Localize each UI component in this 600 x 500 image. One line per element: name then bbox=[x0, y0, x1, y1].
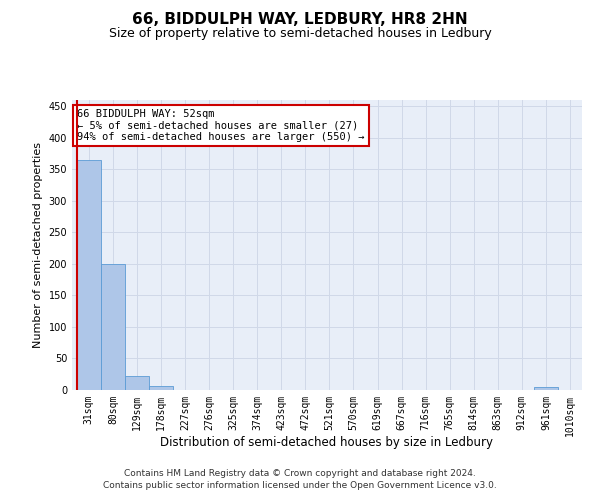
Bar bbox=[149, 386, 173, 390]
Text: Distribution of semi-detached houses by size in Ledbury: Distribution of semi-detached houses by … bbox=[161, 436, 493, 449]
Bar bbox=[534, 387, 558, 390]
Text: 66, BIDDULPH WAY, LEDBURY, HR8 2HN: 66, BIDDULPH WAY, LEDBURY, HR8 2HN bbox=[132, 12, 468, 28]
Text: 66 BIDDULPH WAY: 52sqm
← 5% of semi-detached houses are smaller (27)
94% of semi: 66 BIDDULPH WAY: 52sqm ← 5% of semi-deta… bbox=[77, 108, 365, 142]
Bar bbox=[101, 264, 125, 390]
Text: Size of property relative to semi-detached houses in Ledbury: Size of property relative to semi-detach… bbox=[109, 28, 491, 40]
Bar bbox=[125, 376, 149, 390]
Text: Contains public sector information licensed under the Open Government Licence v3: Contains public sector information licen… bbox=[103, 481, 497, 490]
Text: Contains HM Land Registry data © Crown copyright and database right 2024.: Contains HM Land Registry data © Crown c… bbox=[124, 468, 476, 477]
Y-axis label: Number of semi-detached properties: Number of semi-detached properties bbox=[33, 142, 43, 348]
Bar bbox=[77, 160, 101, 390]
